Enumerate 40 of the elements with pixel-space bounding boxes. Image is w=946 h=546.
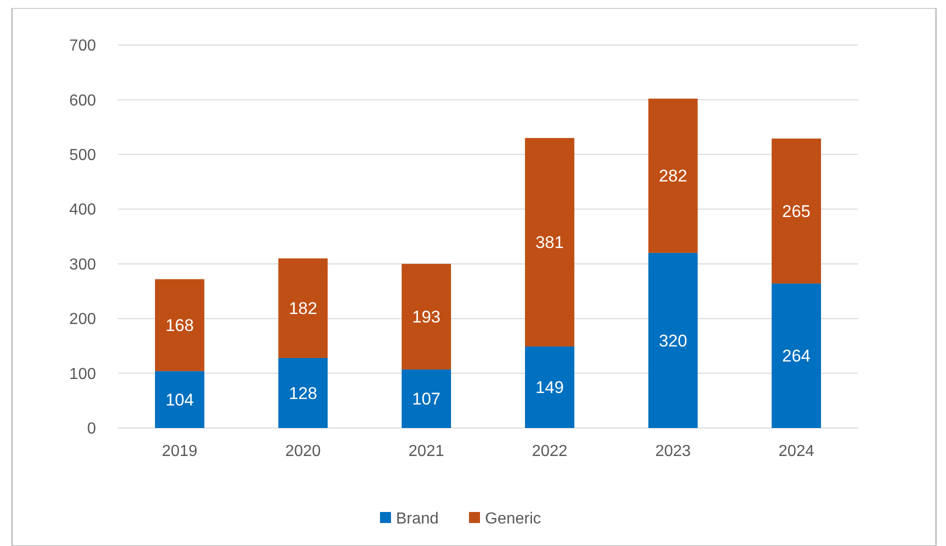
bar xyxy=(648,98,698,253)
bar xyxy=(525,138,574,346)
y-tick-label: 700 xyxy=(69,38,96,55)
x-tick-label: 2023 xyxy=(655,443,691,460)
data-label: 107 xyxy=(412,390,441,409)
x-tick-label: 2022 xyxy=(532,443,568,460)
legend-label: Generic xyxy=(485,510,542,528)
bar xyxy=(402,264,451,370)
x-tick-label: 2020 xyxy=(285,443,321,460)
data-label: 168 xyxy=(165,316,194,336)
bar xyxy=(155,371,204,428)
data-label: 149 xyxy=(535,378,564,398)
y-tick-label: 500 xyxy=(69,147,96,164)
data-label: 104 xyxy=(165,390,194,410)
bar xyxy=(278,258,328,358)
data-label: 182 xyxy=(288,299,318,318)
data-label: 265 xyxy=(782,202,811,222)
bar xyxy=(278,358,328,428)
bar xyxy=(402,369,451,428)
legend-label: Brand xyxy=(396,510,439,528)
data-label: 282 xyxy=(658,166,688,186)
data-label: 381 xyxy=(535,233,564,252)
bar xyxy=(648,252,698,428)
data-label: 320 xyxy=(658,331,688,350)
y-tick-label: 100 xyxy=(69,366,96,383)
bar xyxy=(525,346,574,428)
y-tick-label: 400 xyxy=(69,202,96,219)
data-label: 128 xyxy=(288,384,318,403)
bar xyxy=(155,279,204,372)
y-tick-label: 300 xyxy=(69,256,96,274)
y-tick-label: 200 xyxy=(69,311,96,328)
x-tick-label: 2021 xyxy=(408,443,444,460)
data-label: 193 xyxy=(412,308,441,327)
x-tick-label: 2024 xyxy=(778,443,814,460)
x-tick-label: 2019 xyxy=(162,443,198,460)
y-tick-label: 600 xyxy=(69,92,96,110)
bar xyxy=(772,284,821,428)
y-tick-label: 0 xyxy=(87,420,96,438)
data-label: 264 xyxy=(782,346,811,366)
bar xyxy=(772,138,821,284)
